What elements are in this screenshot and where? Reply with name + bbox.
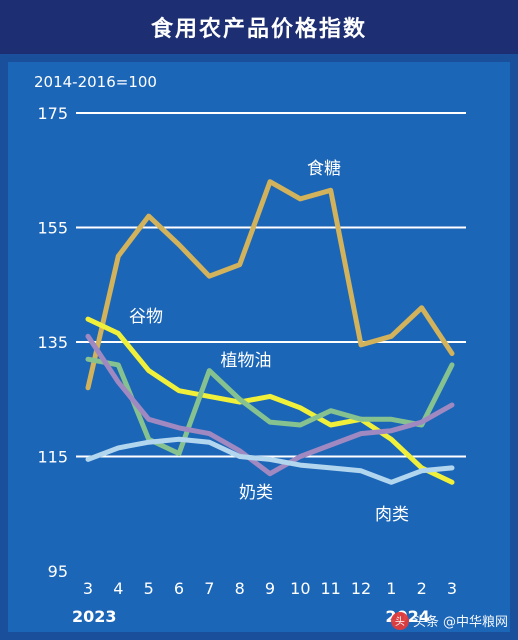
- y-tick-label: 175: [37, 104, 68, 123]
- series-line: [85, 356, 455, 457]
- watermark: 头 头条 @中华粮网: [390, 611, 508, 630]
- series-line: [85, 316, 455, 485]
- series-line: [85, 436, 455, 485]
- chart-title: 食用农产品价格指数: [150, 17, 367, 42]
- x-tick-label: 12: [351, 579, 371, 598]
- x-tick-label: 9: [265, 579, 275, 598]
- x-tick-label: 3: [83, 579, 93, 598]
- series-label: 奶类: [239, 483, 273, 503]
- series-line: [85, 333, 455, 477]
- x-tick-label: 11: [320, 579, 340, 598]
- x-tick-label: 7: [204, 579, 214, 598]
- y-tick-label: 95: [48, 562, 68, 581]
- year-label: 2023: [72, 607, 117, 626]
- y-tick-label: 135: [37, 333, 68, 352]
- watermark-text: 头条 @中华粮网: [412, 615, 508, 630]
- x-tick-label: 4: [113, 579, 123, 598]
- x-tick-label: 5: [144, 579, 154, 598]
- x-tick-label: 1: [386, 579, 396, 598]
- toutiao-logo-icon: 头: [390, 611, 409, 630]
- unit-note: 2014-2016=100: [34, 73, 157, 91]
- series-label: 肉类: [375, 505, 409, 525]
- chart-panel: [8, 62, 510, 632]
- x-tick-label: 6: [174, 579, 184, 598]
- x-tick-label: 2: [417, 579, 427, 598]
- series-label: 谷物: [129, 307, 163, 327]
- x-tick-label: 3: [447, 579, 457, 598]
- y-tick-label: 155: [37, 219, 68, 238]
- series-line: [85, 179, 455, 391]
- y-tick-label: 115: [37, 448, 68, 467]
- series-label: 植物油: [221, 351, 272, 371]
- title-bar: 食用农产品价格指数: [0, 0, 518, 54]
- series-label: 食糖: [307, 159, 341, 179]
- x-tick-label: 8: [235, 579, 245, 598]
- x-tick-label: 10: [290, 579, 310, 598]
